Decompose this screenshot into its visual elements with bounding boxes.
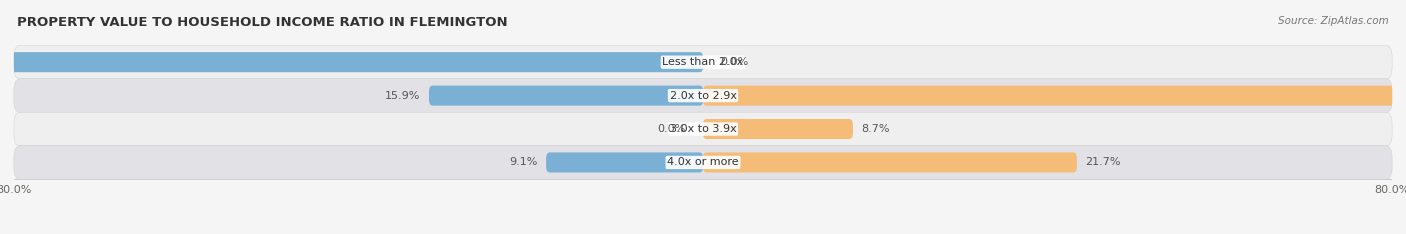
- Text: Source: ZipAtlas.com: Source: ZipAtlas.com: [1278, 16, 1389, 26]
- FancyBboxPatch shape: [0, 52, 703, 72]
- Text: 0.0%: 0.0%: [658, 124, 686, 134]
- Text: 15.9%: 15.9%: [385, 91, 420, 101]
- FancyBboxPatch shape: [14, 112, 1392, 146]
- FancyBboxPatch shape: [14, 79, 1392, 112]
- FancyBboxPatch shape: [14, 45, 1392, 79]
- Text: 3.0x to 3.9x: 3.0x to 3.9x: [669, 124, 737, 134]
- FancyBboxPatch shape: [546, 152, 703, 172]
- Text: PROPERTY VALUE TO HOUSEHOLD INCOME RATIO IN FLEMINGTON: PROPERTY VALUE TO HOUSEHOLD INCOME RATIO…: [17, 16, 508, 29]
- Text: 4.0x or more: 4.0x or more: [668, 157, 738, 168]
- Text: 8.7%: 8.7%: [862, 124, 890, 134]
- FancyBboxPatch shape: [429, 86, 703, 106]
- Text: 0.0%: 0.0%: [720, 57, 748, 67]
- Text: 21.7%: 21.7%: [1085, 157, 1121, 168]
- FancyBboxPatch shape: [703, 119, 853, 139]
- Text: 2.0x to 2.9x: 2.0x to 2.9x: [669, 91, 737, 101]
- Legend: Without Mortgage, With Mortgage: Without Mortgage, With Mortgage: [588, 231, 818, 234]
- FancyBboxPatch shape: [703, 152, 1077, 172]
- FancyBboxPatch shape: [703, 86, 1406, 106]
- Text: 9.1%: 9.1%: [509, 157, 537, 168]
- FancyBboxPatch shape: [14, 146, 1392, 179]
- Text: Less than 2.0x: Less than 2.0x: [662, 57, 744, 67]
